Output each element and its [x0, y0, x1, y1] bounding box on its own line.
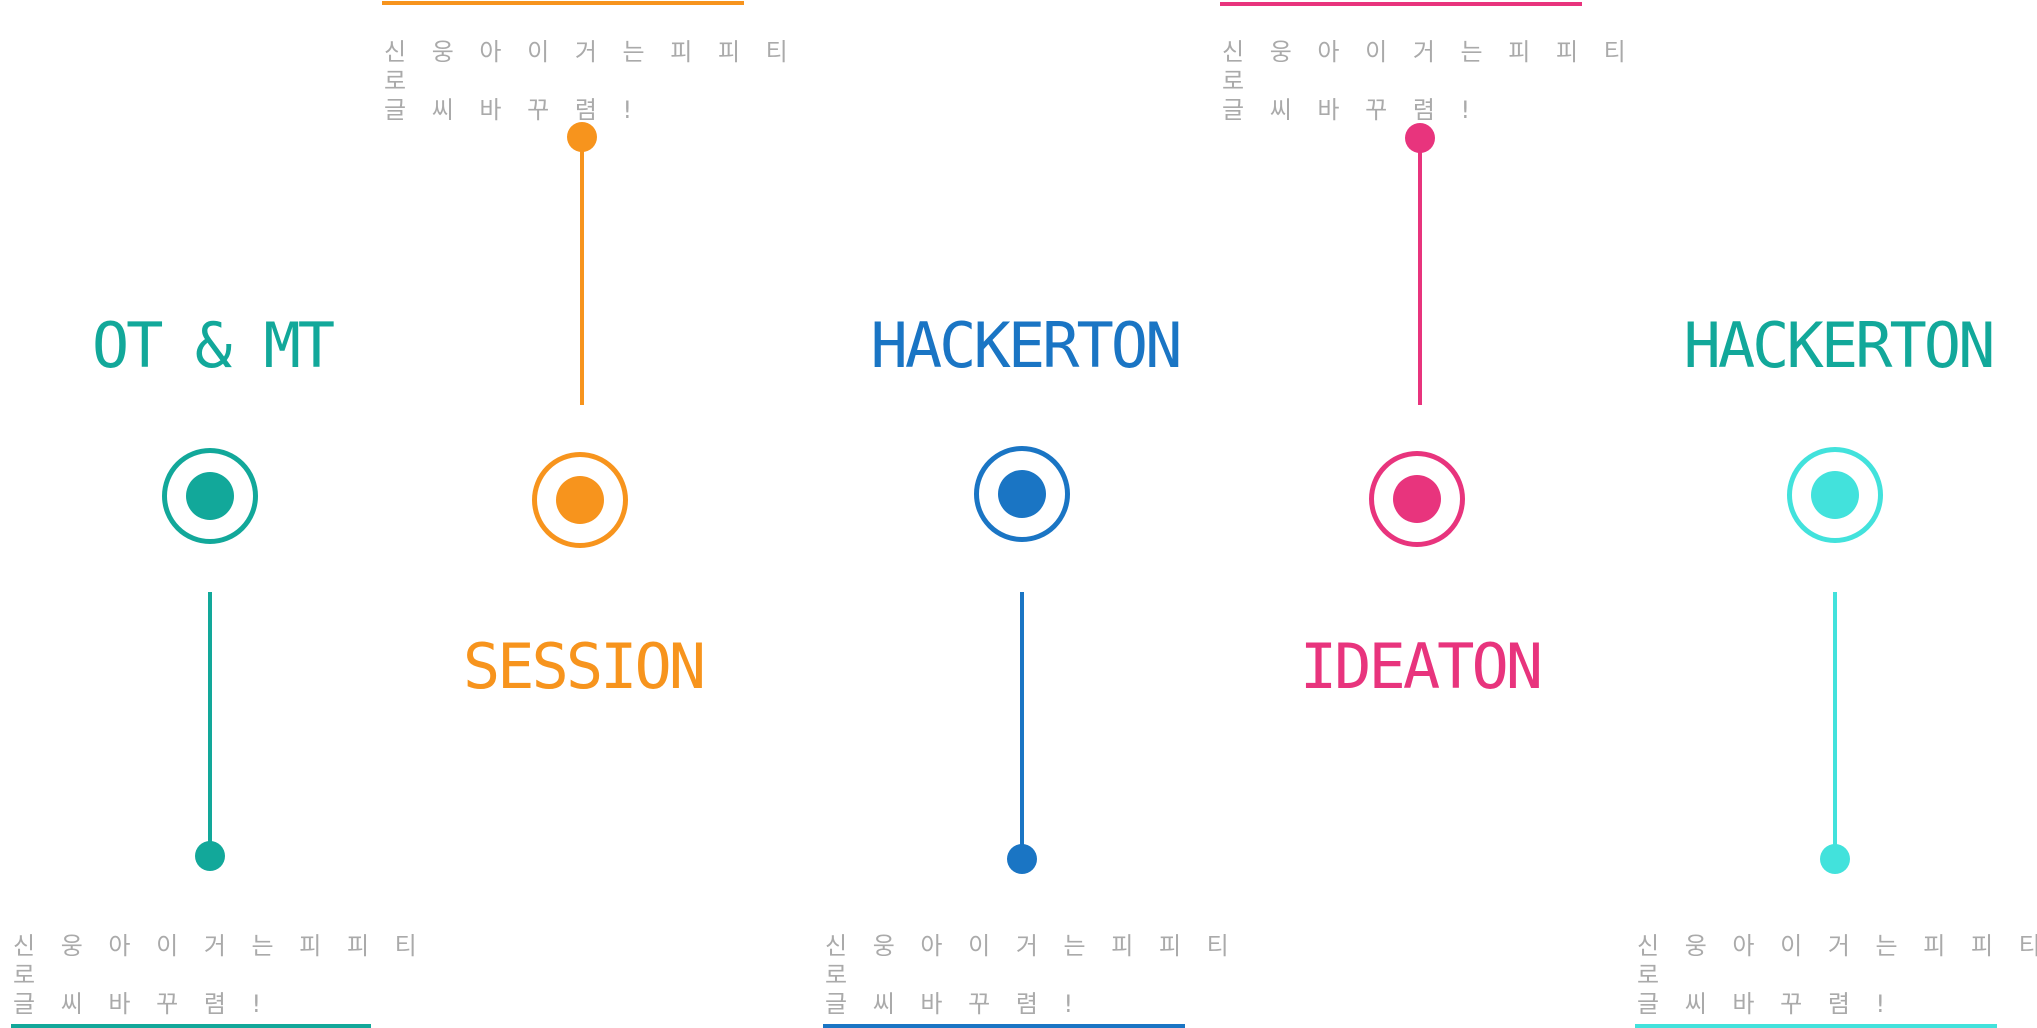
milestone-1-underline: [11, 1024, 371, 1028]
milestone-4-note: 신 웅 아 이 거 는 피 피 티 로 글 씨 바 꾸 렴 !: [1222, 38, 1635, 124]
milestone-5-underline: [1635, 1024, 1997, 1028]
milestone-4-overline: [1220, 2, 1582, 6]
milestone-3-connector: [1020, 592, 1024, 856]
milestone-5-end-dot: [1820, 844, 1850, 874]
milestone-2-connector: [580, 137, 584, 405]
milestone-5-marker-core: [1811, 471, 1859, 519]
milestone-1-marker-core: [186, 472, 234, 520]
milestone-3-note: 신 웅 아 이 거 는 피 피 티 로 글 씨 바 꾸 렴 !: [825, 932, 1238, 1018]
milestone-2-marker: [532, 452, 628, 548]
milestone-2-marker-core: [556, 476, 604, 524]
milestone-2-overline: [382, 1, 744, 5]
milestone-3-end-dot: [1007, 844, 1037, 874]
milestone-5-title: HACKERTON: [1683, 309, 1996, 382]
milestone-3-underline: [823, 1024, 1185, 1028]
milestone-1-title: OT & MT: [91, 309, 335, 382]
milestone-3-marker-core: [998, 470, 1046, 518]
milestone-3-title: HACKERTON: [870, 309, 1183, 382]
milestone-2-note: 신 웅 아 이 거 는 피 피 티 로 글 씨 바 꾸 렴 !: [384, 38, 797, 124]
milestone-1-note: 신 웅 아 이 거 는 피 피 티 로 글 씨 바 꾸 렴 !: [13, 932, 426, 1018]
milestone-2-title: SESSION: [462, 630, 706, 703]
milestone-3-marker: [974, 446, 1070, 542]
milestone-4-title: IDEATON: [1299, 630, 1543, 703]
milestone-5-marker: [1787, 447, 1883, 543]
milestone-5-note: 신 웅 아 이 거 는 피 피 티 로 글 씨 바 꾸 렴 !: [1637, 932, 2037, 1018]
milestone-1-end-dot: [195, 841, 225, 871]
milestone-1-connector: [208, 592, 212, 854]
milestone-1-marker: [162, 448, 258, 544]
milestone-4-connector: [1418, 138, 1422, 405]
milestone-4-marker-core: [1393, 475, 1441, 523]
milestone-5-connector: [1833, 592, 1837, 856]
milestone-4-marker: [1369, 451, 1465, 547]
